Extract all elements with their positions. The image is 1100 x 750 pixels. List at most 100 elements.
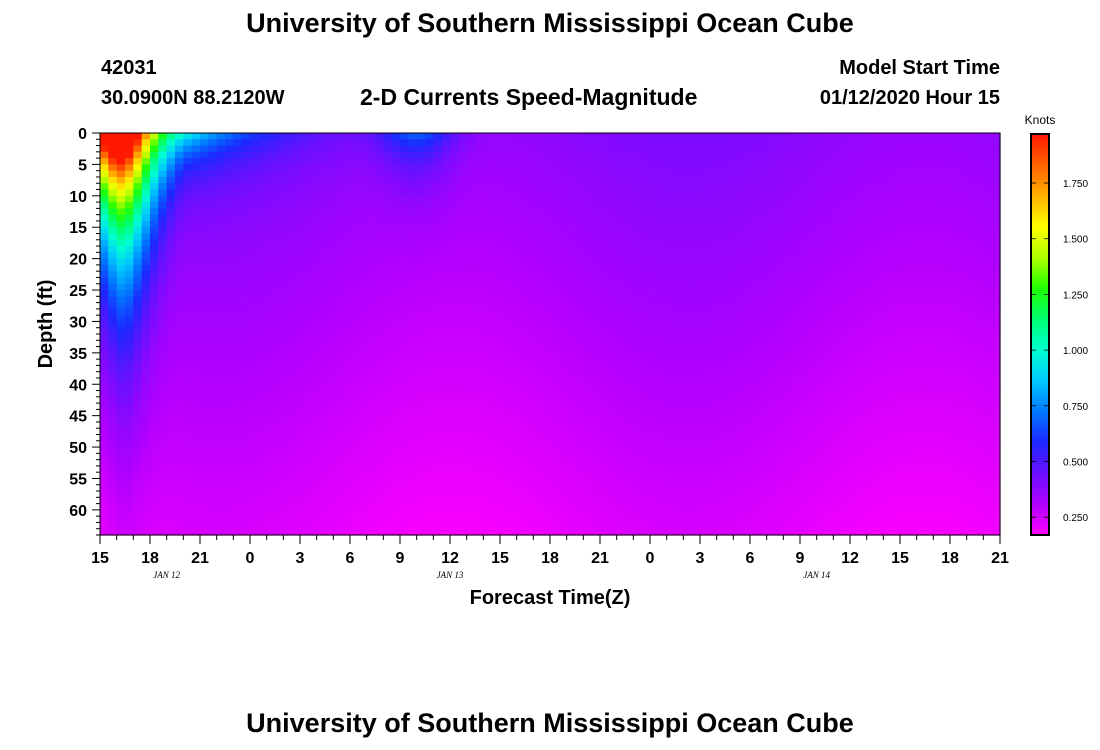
heatmap-cell [583, 428, 593, 436]
heatmap-cell [375, 522, 384, 530]
heatmap-cell [300, 509, 309, 517]
heatmap-cell [583, 522, 593, 530]
heatmap-cell [175, 334, 184, 341]
heatmap-cell [608, 315, 618, 323]
heatmap-cell [583, 327, 593, 335]
heatmap-cell [583, 421, 593, 429]
heatmap-cell [375, 214, 384, 222]
heatmap-cell [225, 522, 234, 530]
heatmap-cell [283, 308, 293, 316]
heatmap-cell [608, 484, 618, 492]
heatmap-cell [375, 158, 384, 166]
heatmap-cell [466, 327, 476, 335]
heatmap-cell [325, 465, 334, 473]
heatmap-cell [116, 214, 126, 222]
heatmap-cell [425, 308, 434, 316]
heatmap-cell [358, 484, 368, 492]
heatmap-cell [208, 133, 218, 140]
heatmap-cell [575, 214, 584, 222]
heatmap-cell [666, 158, 676, 166]
heatmap-cell [158, 258, 168, 266]
heatmap-cell [425, 377, 434, 385]
heatmap-cell [591, 321, 601, 329]
heatmap-cell [466, 340, 476, 348]
heatmap-cell [541, 227, 551, 235]
heatmap-cell [341, 233, 351, 241]
heatmap-cell [650, 246, 659, 253]
heatmap-cell [616, 290, 626, 297]
heatmap-cell [650, 516, 659, 524]
heatmap-cell [608, 472, 618, 480]
heatmap-cell [350, 158, 359, 166]
heatmap-cell [600, 384, 609, 392]
heatmap-cell [425, 509, 434, 517]
heatmap-cell [616, 390, 626, 398]
heatmap-cell [666, 472, 676, 480]
heatmap-cell [675, 189, 684, 197]
heatmap-cell [675, 340, 684, 348]
heatmap-cell [141, 522, 151, 530]
heatmap-cell [658, 208, 668, 216]
heatmap-cell [408, 396, 418, 404]
heatmap-cell [483, 359, 493, 367]
heatmap-cell [258, 440, 268, 448]
heatmap-cell [166, 497, 176, 505]
heatmap-cell [700, 377, 709, 385]
heatmap-cell [683, 220, 693, 228]
heatmap-cell [325, 189, 334, 197]
heatmap-cell [258, 421, 268, 429]
heatmap-cell [291, 384, 301, 392]
heatmap-cell [391, 390, 401, 398]
heatmap-cell [391, 340, 401, 348]
heatmap-cell [383, 465, 393, 473]
heatmap-cell [533, 283, 543, 291]
heatmap-cell [283, 202, 293, 209]
heatmap-cell [741, 264, 751, 272]
heatmap-cell [358, 315, 368, 323]
heatmap-cell [491, 264, 501, 272]
heatmap-cell [658, 509, 668, 517]
heatmap-cell [275, 497, 284, 505]
heatmap-cell [191, 447, 201, 454]
heatmap-cell [275, 220, 284, 228]
heatmap-cell [483, 497, 493, 505]
heatmap-cell [700, 327, 709, 335]
heatmap-cell [275, 459, 284, 467]
heatmap-cell [283, 384, 293, 392]
heatmap-cell [133, 264, 143, 272]
heatmap-cell [125, 290, 134, 297]
heatmap-cell [183, 478, 193, 486]
heatmap-cell [308, 252, 318, 260]
heatmap-cell [550, 246, 559, 253]
heatmap-cell [191, 315, 201, 323]
heatmap-cell [716, 497, 726, 505]
heatmap-cell [308, 139, 318, 147]
heatmap-cell [308, 459, 318, 467]
heatmap-cell [408, 321, 418, 329]
heatmap-cell [141, 271, 151, 279]
heatmap-cell [291, 145, 301, 153]
heatmap-cell [658, 503, 668, 511]
heatmap-cell [716, 491, 726, 498]
heatmap-cell [650, 315, 659, 323]
heatmap-cell [166, 296, 176, 304]
heatmap-cell [141, 447, 151, 454]
heatmap-cell [741, 491, 751, 498]
heatmap-cell [516, 246, 526, 253]
heatmap-cell [325, 233, 334, 241]
heatmap-cell [475, 296, 484, 304]
heatmap-cell [441, 384, 451, 392]
heatmap-cell [308, 491, 318, 498]
heatmap-cell [675, 522, 684, 530]
heatmap-cell [316, 208, 326, 216]
heatmap-cell [450, 208, 459, 216]
heatmap-cell [566, 271, 576, 279]
heatmap-cell [516, 315, 526, 323]
heatmap-cell [400, 340, 409, 348]
heatmap-cell [125, 390, 134, 398]
heatmap-cell [733, 227, 743, 235]
heatmap-cell [633, 440, 643, 448]
heatmap-cell [241, 346, 251, 354]
heatmap-cell [191, 434, 201, 442]
heatmap-cell [458, 465, 468, 473]
